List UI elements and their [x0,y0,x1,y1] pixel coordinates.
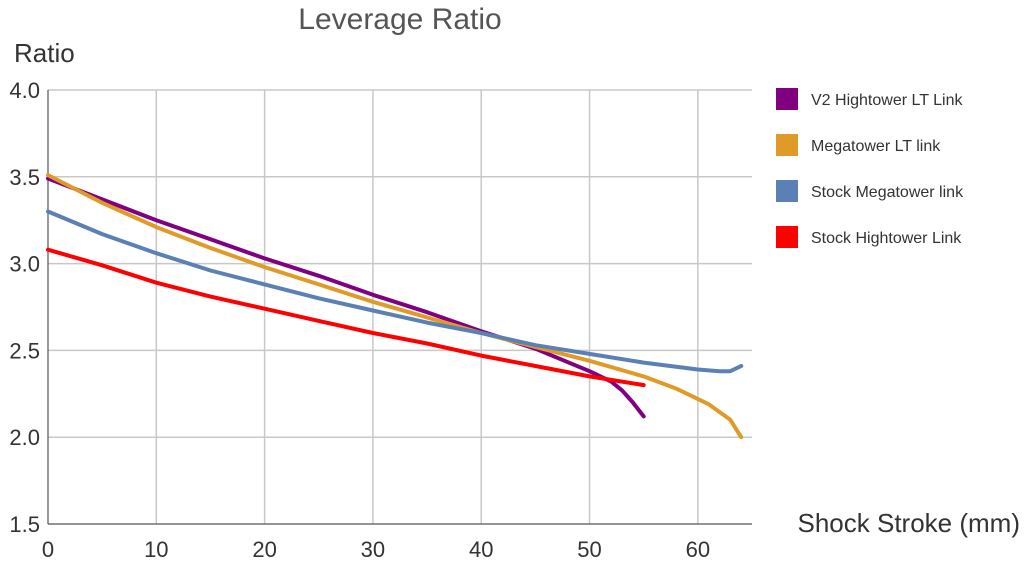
x-tick-label: 60 [686,537,710,562]
y-tick-label: 2.0 [9,425,40,450]
legend-label: Stock Megatower link [811,184,964,201]
legend-swatch [776,134,798,156]
x-tick-label: 20 [252,537,276,562]
series-line [46,176,646,419]
x-tick-label: 50 [577,537,601,562]
y-tick-label: 3.0 [9,252,40,277]
grid-lines [48,89,752,524]
y-tick-label: 1.5 [9,512,40,537]
x-tick-label: 0 [42,537,54,562]
x-axis-label: Shock Stroke (mm) [798,508,1021,538]
y-tick-label: 4.0 [9,78,40,103]
legend-swatch [776,226,798,248]
y-tick-label: 2.5 [9,338,40,363]
y-tick-label: 3.5 [9,165,40,190]
plot-frame [47,90,752,525]
y-axis-label: Ratio [14,38,75,68]
x-tick-label: 40 [469,537,493,562]
series-line [46,209,744,374]
legend: V2 Hightower LT Link Megatower LT link Sto… [776,88,964,248]
legend-swatch [776,88,798,110]
series-line [46,173,744,440]
legend-label: Stock Hightower Link [811,230,962,247]
series-lines [46,173,744,440]
legend-label: V2 Hightower LT Link [811,92,963,109]
x-tick-label: 30 [361,537,385,562]
series-line [46,247,646,388]
legend-label: Megatower LT link [811,138,941,155]
x-tick-label: 10 [144,537,168,562]
legend-swatch [776,180,798,202]
chart-title: Leverage Ratio [298,3,501,36]
tick-labels: 0 10 20 30 40 50 60 1.5 2.0 2.5 3.0 3.5 4.0 [9,78,710,562]
